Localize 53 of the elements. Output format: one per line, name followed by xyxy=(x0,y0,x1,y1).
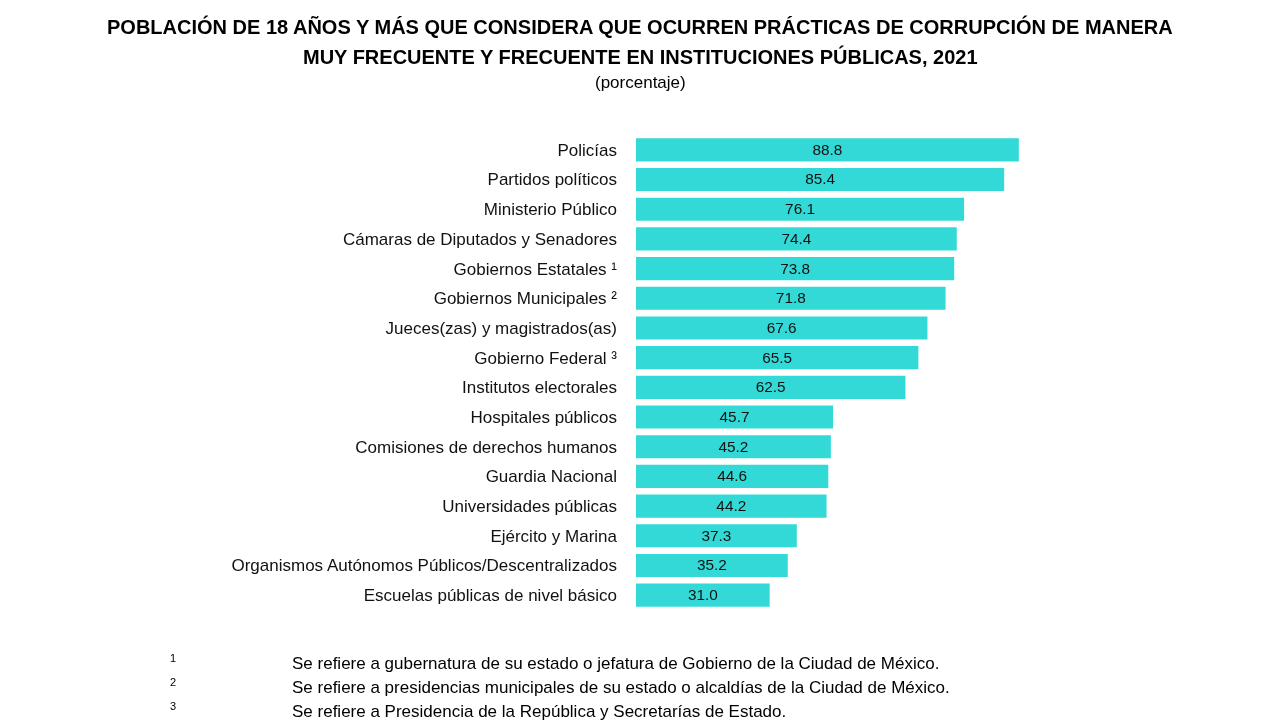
bar xyxy=(636,524,797,548)
y-tick-label: Gobiernos Estatales ¹ xyxy=(453,259,618,279)
data-label: 45.2 xyxy=(718,437,749,455)
data-label: 44.2 xyxy=(716,497,747,515)
y-tick-label: Partidos políticos xyxy=(487,170,617,190)
data-label: 45.7 xyxy=(719,408,750,425)
y-tick-label: Hospitales públicos xyxy=(470,407,617,427)
text: 1 Se refiere a gubernatura de su estado o jefatura de Gobierno de la Ciudad de México. xyxy=(170,652,940,673)
text: 2 Se refiere a presidencias municipales de su estado o alcaldías de la Ciudad de México. xyxy=(170,676,950,697)
data-label: 67.6 xyxy=(766,318,797,336)
y-tick-label: Policías xyxy=(557,140,617,160)
data-label: 74.4 xyxy=(781,229,812,247)
data-label: 73.8 xyxy=(780,259,811,277)
data-label: 37.3 xyxy=(701,526,732,544)
bar xyxy=(636,464,829,488)
y-tick-label: Ejército y Marina xyxy=(490,526,618,546)
data-label: 88.8 xyxy=(812,140,843,158)
chart-subtitle: (porcentaje) xyxy=(595,73,686,92)
bar xyxy=(636,286,946,310)
bar xyxy=(636,435,831,459)
y-tick-label: Universidades públicas xyxy=(442,497,617,517)
bar xyxy=(636,405,834,429)
data-label: 76.1 xyxy=(785,200,815,218)
bar xyxy=(636,197,965,221)
data-label: 31.0 xyxy=(687,586,718,604)
data-label: 35.2 xyxy=(696,556,727,574)
data-label: 62.5 xyxy=(755,378,786,396)
bar xyxy=(636,227,957,251)
data-label: 85.4 xyxy=(805,170,836,188)
text: 3 Se refiere a Presidencia de la República y Secretarías de Estado. xyxy=(170,700,787,720)
y-tick-label: Comisiones de derechos humanos xyxy=(355,437,617,457)
bar xyxy=(636,257,955,281)
y-tick-label: Organismos Autónomos Públicos/Descentralizados xyxy=(231,556,617,576)
bar xyxy=(636,375,906,399)
bar xyxy=(636,494,827,518)
data-label: 44.6 xyxy=(717,467,748,485)
bar xyxy=(636,583,770,607)
bar xyxy=(636,138,1019,162)
data-label: 65.5 xyxy=(762,348,793,366)
bar xyxy=(636,553,788,578)
y-tick-label: Cámaras de Diputados y Senadores xyxy=(342,229,617,249)
y-tick-label: Ministerio Público xyxy=(483,200,617,220)
y-tick-label: Institutos electorales xyxy=(462,378,617,398)
bar xyxy=(636,167,1005,192)
y-tick-label: Guardia Nacional xyxy=(485,467,617,487)
y-tick-label: Jueces(zas) y magistrados(as) xyxy=(385,318,617,338)
y-tick-label: Gobiernos Municipales ² xyxy=(433,289,618,309)
y-tick-label: Escuelas públicas de nivel básico xyxy=(363,586,617,606)
bar xyxy=(636,316,928,340)
data-label: 71.8 xyxy=(775,289,806,307)
y-tick-label: Gobierno Federal ³ xyxy=(474,348,618,368)
bar xyxy=(636,346,919,370)
chart-title: POBLACIÓN DE 18 AÑOS Y MÁS QUE CONSIDERA QUE OCURREN PRÁCTICAS DE CORRUPCIÓN DE MANERA MUY FRECUENTE Y FRECUENTE EN INSTITUCIONES PÚBLICAS, 2021 xyxy=(107,15,1173,68)
